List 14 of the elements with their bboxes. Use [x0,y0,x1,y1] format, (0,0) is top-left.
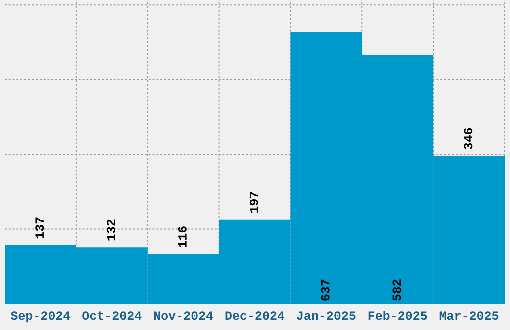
data-label: 346 [464,128,473,150]
x-tick-label: Sep-2024 [10,312,70,323]
x-tick-label: Nov-2024 [154,312,214,320]
x-tick-label: Mar-2025 [440,312,499,320]
x-tick-label: Feb-2025 [368,310,428,320]
data-label: 197 [250,192,258,213]
data-label: 582 [392,280,402,301]
data-label: 637 [321,280,330,301]
x-tick-label: Jan-2025 [297,312,356,320]
x-tick-label: Oct-2024 [82,312,142,320]
data-label: 116 [178,226,187,248]
data-label: 137 [36,218,44,239]
data-label: 132 [107,220,116,241]
x-tick-label: Dec-2024 [226,312,285,320]
